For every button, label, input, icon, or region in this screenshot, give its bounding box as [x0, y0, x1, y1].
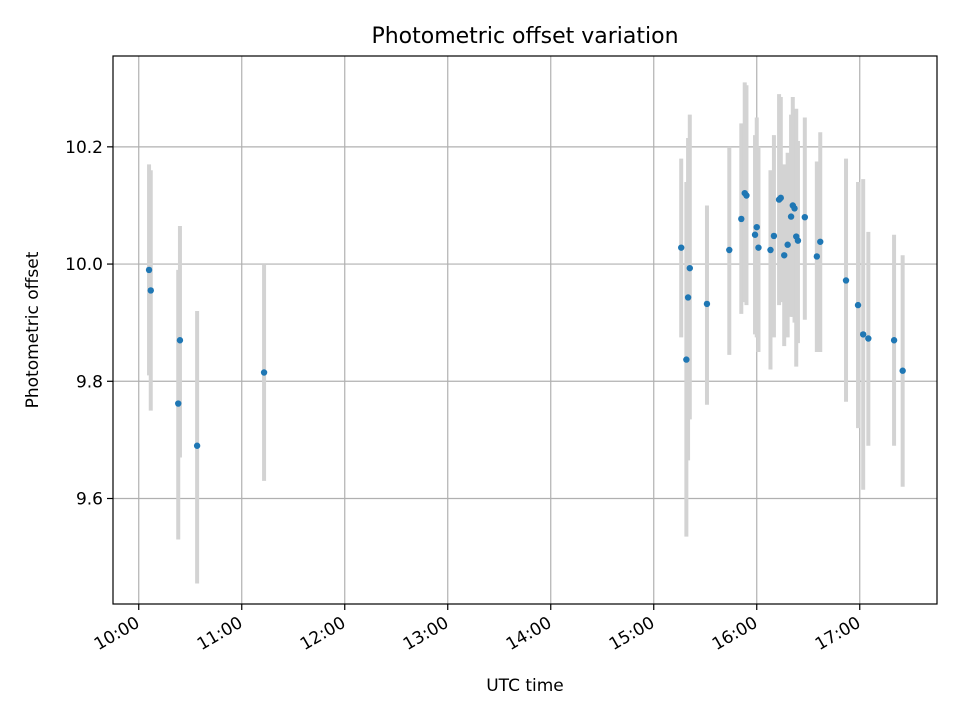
chart-title: Photometric offset variation: [371, 24, 678, 49]
data-point: [678, 244, 685, 251]
data-point: [686, 264, 693, 272]
data-point: [703, 300, 711, 308]
data-point: [175, 400, 182, 407]
y-tick-label: 9.8: [76, 372, 103, 392]
data-point: [193, 442, 201, 449]
data-point: [865, 335, 872, 342]
x-axis-label: UTC time: [486, 676, 564, 696]
data-point: [801, 213, 809, 221]
data-point: [751, 231, 759, 238]
data-point: [787, 213, 795, 220]
data-point: [784, 241, 791, 248]
data-point: [842, 277, 850, 284]
data-point: [794, 237, 802, 244]
data-point: [145, 266, 153, 274]
data-point: [176, 337, 184, 344]
data-point: [683, 356, 690, 363]
data-point: [260, 369, 268, 376]
data-point: [890, 337, 898, 344]
data-point: [781, 252, 788, 259]
data-point: [777, 194, 784, 202]
data-point: [791, 205, 798, 212]
y-axis-label: Photometric offset: [23, 251, 43, 408]
data-point: [813, 253, 821, 260]
plot-frame: [112, 55, 938, 605]
data-point: [767, 246, 774, 254]
grid-lines: [113, 56, 937, 604]
data-point: [753, 223, 760, 231]
y-tick-label: 10.0: [65, 255, 103, 275]
y-tick-label: 9.6: [76, 490, 103, 510]
data-point: [770, 232, 778, 240]
data-point: [859, 331, 867, 338]
data-point: [817, 238, 824, 245]
data-point: [755, 244, 762, 251]
data-points: [145, 189, 906, 449]
y-tick-label: 10.2: [65, 138, 103, 158]
data-point: [899, 367, 906, 374]
data-point: [854, 301, 862, 309]
data-point: [738, 215, 745, 223]
data-point: [147, 287, 154, 294]
data-point: [684, 294, 692, 301]
data-point: [743, 192, 750, 199]
data-point: [726, 246, 733, 254]
